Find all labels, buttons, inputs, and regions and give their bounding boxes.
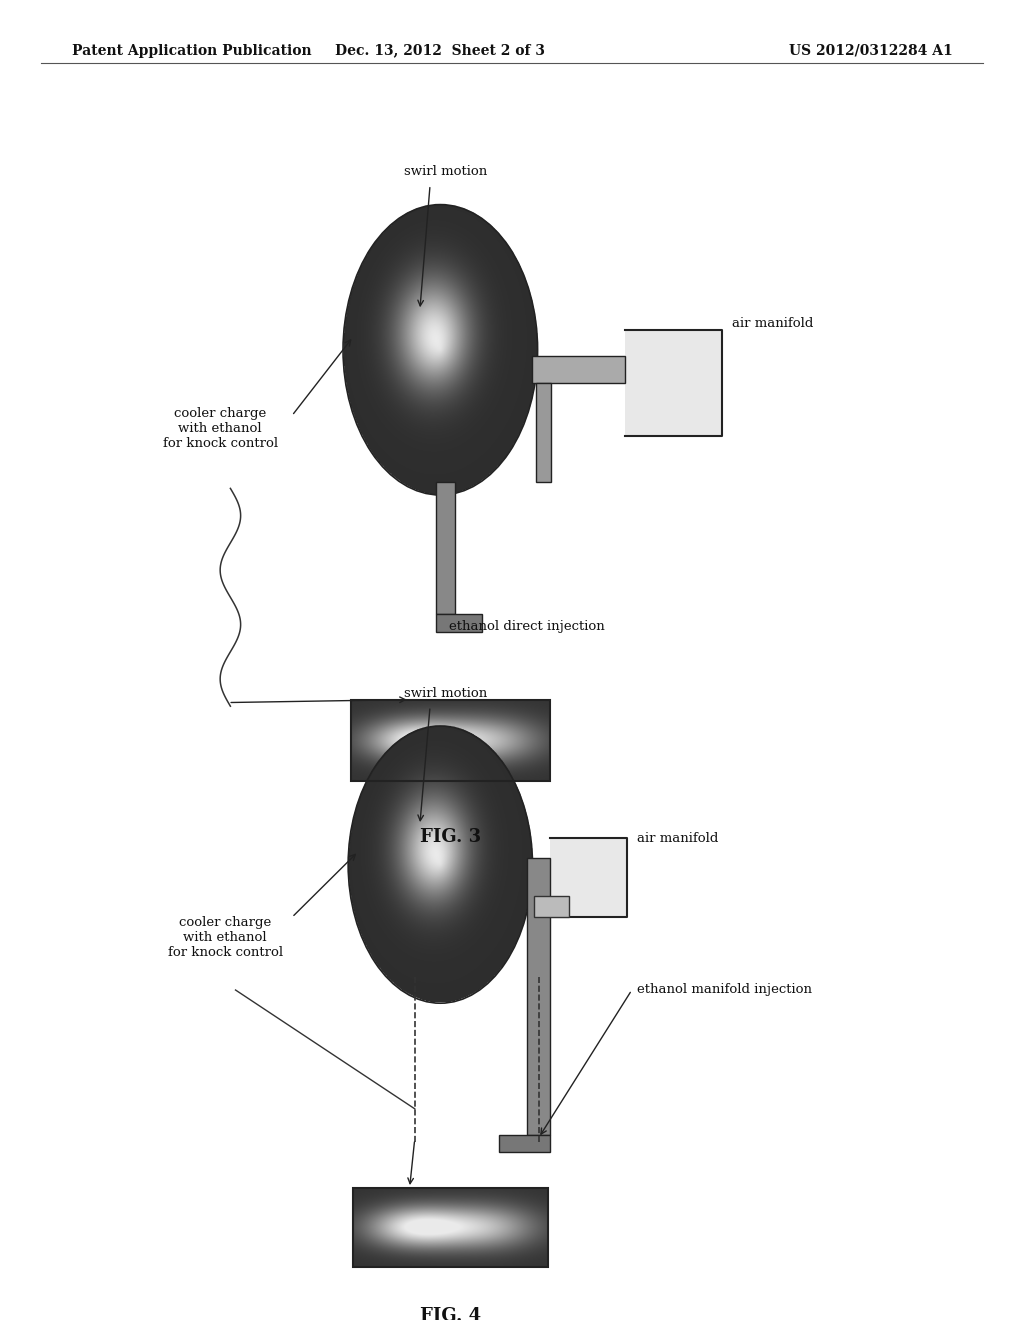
Text: FIG. 3: FIG. 3 [420, 828, 481, 846]
Text: cooler charge
with ethanol
for knock control: cooler charge with ethanol for knock con… [168, 916, 283, 958]
Text: Dec. 13, 2012  Sheet 2 of 3: Dec. 13, 2012 Sheet 2 of 3 [335, 44, 546, 58]
Bar [535, 896, 568, 917]
Text: cooler charge
with ethanol
for knock control: cooler charge with ethanol for knock con… [163, 408, 278, 450]
Text: swirl motion: swirl motion [403, 686, 487, 700]
Text: air manifold: air manifold [637, 832, 718, 845]
Bar [436, 482, 455, 614]
Text: air manifold: air manifold [732, 317, 813, 330]
Bar [499, 1135, 550, 1152]
Text: US 2012/0312284 A1: US 2012/0312284 A1 [788, 44, 952, 58]
Text: swirl motion: swirl motion [403, 165, 487, 178]
Text: Patent Application Publication: Patent Application Publication [72, 44, 311, 58]
Bar [532, 356, 625, 383]
Bar [536, 383, 551, 482]
Text: ethanol manifold injection: ethanol manifold injection [637, 983, 812, 997]
Bar [625, 330, 722, 436]
Text: ethanol direct injection: ethanol direct injection [450, 620, 605, 634]
Text: FIG. 4: FIG. 4 [420, 1307, 481, 1320]
Bar [436, 614, 482, 632]
Bar [353, 1188, 548, 1267]
Bar [350, 700, 551, 781]
Bar [527, 858, 550, 1135]
Bar [550, 838, 627, 917]
